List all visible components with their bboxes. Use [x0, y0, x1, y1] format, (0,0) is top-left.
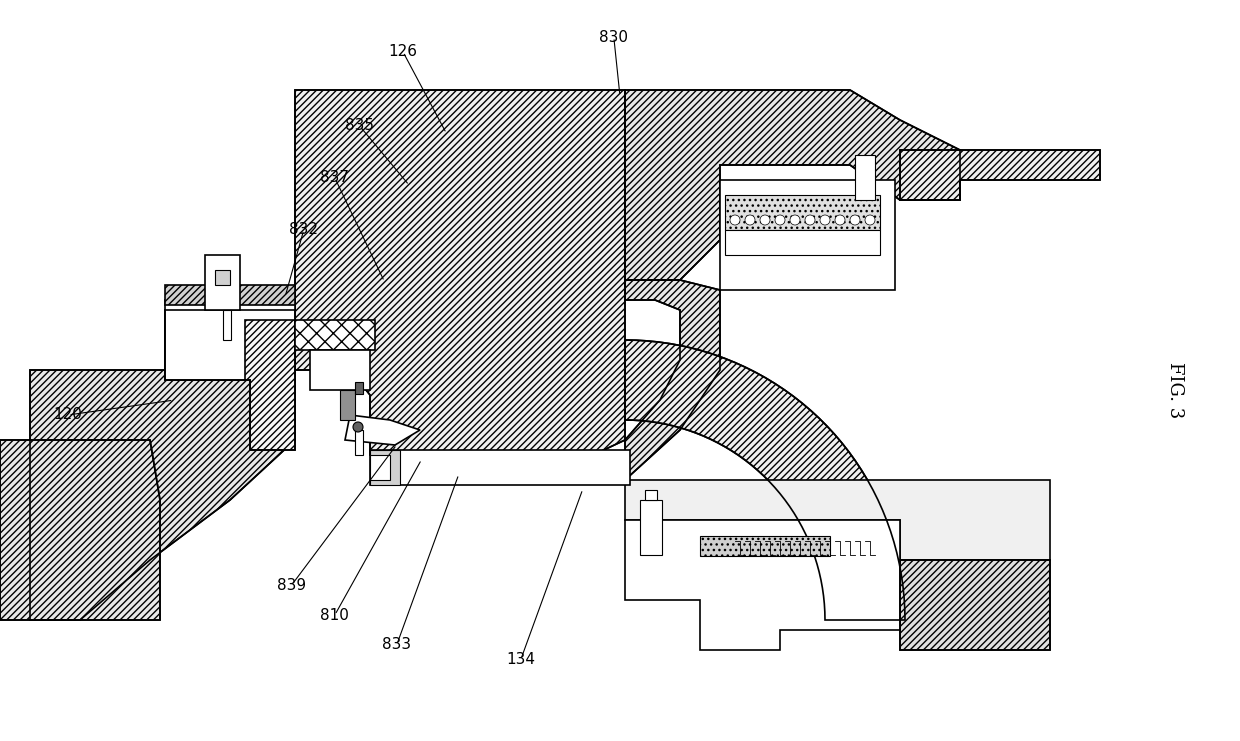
Polygon shape [30, 370, 295, 620]
Polygon shape [0, 440, 160, 620]
Text: 839: 839 [277, 578, 306, 593]
Circle shape [866, 215, 875, 225]
Polygon shape [625, 90, 960, 280]
Bar [370, 455, 391, 480]
Text: 832: 832 [289, 222, 319, 237]
Bar [355, 430, 363, 455]
Circle shape [805, 215, 815, 225]
Polygon shape [625, 340, 905, 620]
Circle shape [760, 215, 770, 225]
Text: 134: 134 [506, 652, 536, 667]
Polygon shape [625, 480, 1050, 560]
Text: FIG. 3: FIG. 3 [1166, 362, 1184, 418]
Bar [215, 270, 229, 285]
Polygon shape [165, 310, 295, 450]
Bar [340, 390, 355, 420]
Text: 837: 837 [320, 170, 350, 185]
Polygon shape [165, 300, 295, 380]
Polygon shape [625, 520, 900, 650]
Bar [645, 490, 657, 500]
Polygon shape [900, 150, 1100, 200]
Bar [370, 450, 630, 485]
Bar [310, 350, 370, 390]
Circle shape [835, 215, 844, 225]
Circle shape [353, 422, 363, 432]
Bar [205, 255, 241, 310]
Bar [701, 536, 830, 556]
Bar [370, 450, 401, 485]
Circle shape [849, 215, 861, 225]
Bar [725, 230, 880, 255]
Text: 126: 126 [388, 44, 418, 59]
Bar [640, 500, 662, 555]
Circle shape [820, 215, 830, 225]
Text: 835: 835 [345, 119, 374, 133]
Circle shape [745, 215, 755, 225]
Circle shape [775, 215, 785, 225]
Bar [856, 155, 875, 200]
Polygon shape [720, 180, 895, 290]
Circle shape [730, 215, 740, 225]
Polygon shape [345, 415, 420, 445]
Polygon shape [625, 280, 720, 480]
Polygon shape [295, 90, 625, 480]
Text: 120: 120 [53, 408, 83, 422]
Bar [223, 310, 231, 340]
Circle shape [790, 215, 800, 225]
Text: 810: 810 [320, 608, 350, 622]
Text: 830: 830 [599, 30, 629, 44]
Bar [355, 382, 363, 394]
Polygon shape [900, 560, 1050, 650]
Text: 833: 833 [382, 637, 412, 652]
Bar [295, 320, 374, 350]
Bar [165, 285, 295, 305]
Bar [725, 195, 880, 230]
